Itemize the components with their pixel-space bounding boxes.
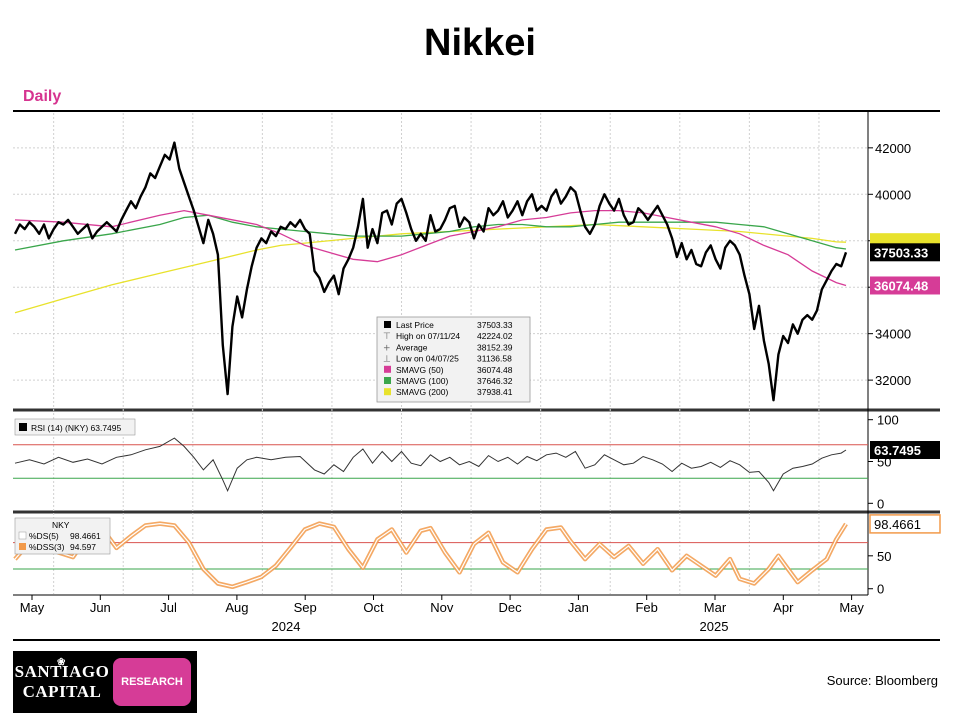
chart-title: Nikkei [424,22,536,64]
rsi-line [14,437,847,493]
x-tick-label: Feb [635,600,657,615]
legend-swatch [384,388,391,396]
x-tick-label: Aug [225,600,248,615]
source-note: Source: Bloomberg [826,673,938,688]
legend-label: Average [396,342,428,352]
x-tick-label: Dec [499,600,523,615]
x-tick-label: Jan [568,600,589,615]
logo-line-2: CAPITAL [22,682,102,701]
legend-value: 42224.02 [477,331,513,341]
stoch-panel: 0 50 NKY %DS(5) 98.4661 %DSS(3) 94.597 98… [13,514,941,597]
dss-legend-swatch [19,543,26,550]
legend-label: High on 07/11/24 [396,331,460,341]
x-axis: May Jun Jul Aug Sep Oct Nov Dec Jan Feb Mar Apr May 2… [20,595,864,634]
x-tick-label: Jun [90,600,111,615]
price-tick-label: 32000 [875,373,911,388]
stoch-y-axis: 0 50 [868,549,891,597]
ds-legend-swatch [18,531,27,540]
x-tick-label: Mar [704,600,727,615]
dss-line [13,521,848,590]
legend-marker: + [383,343,391,353]
price-last-tag-bg [870,243,940,262]
last-price-line [13,141,848,402]
x-tick-label: Sep [294,600,317,615]
sma50-line [14,209,847,287]
rsi-tick-label: 100 [877,413,899,428]
logo-badge: RESEARCH [113,658,191,706]
legend-value: 31136.58 [477,354,512,364]
logo-wordmark: ❀ SANTIAGO CAPITAL [13,651,111,713]
legend-marker: ⊥ [383,355,391,365]
price-legend-box [376,316,531,403]
company-logo: ❀ SANTIAGO CAPITAL RESEARCH [13,651,197,713]
price-tick-label: 34000 [875,327,911,342]
logo-star-icon: ❀ [57,657,66,668]
price-last-tag: 37503.33 [874,245,928,260]
x-tick-label: May [20,600,45,615]
stoch-legend-title: NKY [52,520,70,530]
dss-legend-value: 94.597 [70,542,96,552]
stoch-tick-label: 0 [877,582,884,597]
rsi-legend-box [14,418,136,436]
ds-legend-value: 98.4661 [70,531,101,541]
grid-lines [13,113,868,594]
legend-swatch [384,321,391,328]
stoch-last-tag: 98.4661 [874,517,921,532]
legend-value: 37938.41 [477,387,513,397]
x-year-label: 2024 [272,619,301,634]
rsi-legend-swatch [19,423,27,431]
stoch-last-tag-bg [869,514,941,534]
ds-line [14,522,847,588]
legend-marker: ⊤ [383,332,391,342]
legend-swatch [384,365,391,373]
x-tick-label: Apr [773,600,794,615]
price-legend: Last Price 37503.33 ⊤ High on 07/11/24 42224… [376,316,531,403]
ds-legend-label: %DS(5) [29,531,59,541]
legend-label: SMAVG (100) [396,376,448,386]
legend-value: 36074.48 [477,365,513,375]
period-label: Daily [23,88,62,105]
legend-label: Low on 04/07/25 [396,354,459,364]
x-tick-label: Nov [430,600,454,615]
price-y-axis: 320003400036000380004000042000 [868,141,911,388]
x-year-label: 2025 [700,619,729,634]
rsi-last-tag: 63.7495 [874,443,921,458]
x-tick-label: Oct [363,600,384,615]
x-tick-label: May [839,600,864,615]
rsi-tick-label: 0 [877,496,884,511]
legend-label: SMAVG (200) [396,387,448,397]
rsi-legend-label: RSI (14) (NKY) 63.7495 [31,423,122,433]
dss-legend-label: %DSS(3) [29,542,65,552]
chart-canvas: 320003400036000380004000042000 36074.483… [13,110,941,641]
sma100-line [14,214,847,251]
stoch-tick-label: 50 [877,549,891,564]
rsi-last-tag-bg [870,441,940,460]
price-tick-label: 40000 [875,187,911,202]
price-tick-label: 42000 [875,141,911,156]
legend-label: Last Price [396,320,434,330]
stoch-legend-box [14,517,111,555]
price-panel: 320003400036000380004000042000 36074.483… [13,141,940,403]
logo-line-1: SANTIAGO [14,662,110,681]
price-last-tag-bg [870,276,940,295]
price-last-tag: 36074.48 [874,278,928,293]
legend-label: SMAVG (50) [396,365,444,375]
x-tick-label: Jul [160,600,177,615]
legend-value: 38152.39 [477,342,513,352]
legend-value: 37503.33 [477,320,513,330]
price-last-tags: 36074.48 37503.33 [870,233,940,295]
legend-swatch [384,377,391,384]
legend-value: 37646.32 [477,376,513,386]
